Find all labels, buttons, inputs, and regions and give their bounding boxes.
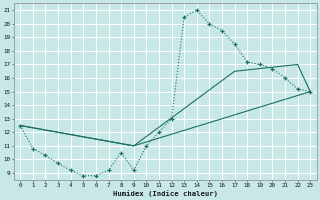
- X-axis label: Humidex (Indice chaleur): Humidex (Indice chaleur): [113, 190, 218, 197]
